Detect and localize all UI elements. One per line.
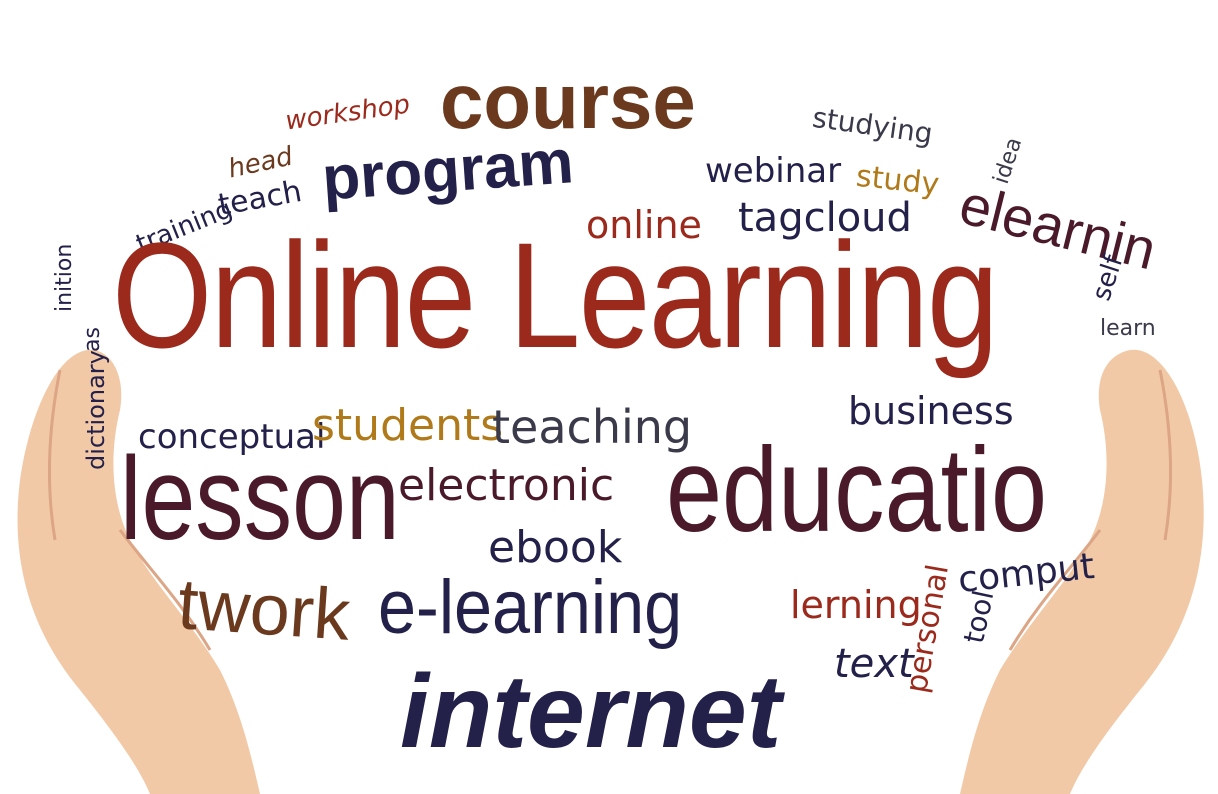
word-e-learning: e-learning [378, 565, 683, 650]
word-webinar: webinar [705, 151, 842, 191]
word-electronic: electronic [398, 460, 615, 511]
word-online: online [586, 203, 702, 247]
word-definition: inition [52, 243, 77, 312]
word-dictionary: dictionary [82, 350, 110, 470]
word-conceptual: conceptual [138, 417, 326, 457]
word-lerning: lerning [790, 583, 922, 627]
word-workshop: workshop [283, 89, 412, 137]
word-lesson: lesson [120, 433, 400, 565]
word-internet: internet [400, 654, 782, 770]
word-education: educatio [666, 423, 1048, 557]
word-idea: idea [988, 134, 1028, 188]
word-studying: studying [810, 100, 935, 151]
word-program: program [319, 127, 576, 214]
word-tagcloud: tagcloud [738, 195, 912, 241]
word-text: text [834, 641, 914, 687]
word-network: twork [175, 564, 353, 656]
right-hand-image [960, 349, 1204, 794]
left-hand-image [17, 349, 260, 794]
word-learn: learn [1100, 316, 1156, 341]
word-teaching: teaching [492, 400, 693, 454]
word-business: business [848, 389, 1014, 433]
word-ebook: ebook [488, 522, 623, 573]
word-students: students [312, 400, 504, 451]
word-as: as [80, 327, 105, 352]
word-course: course [440, 57, 696, 145]
word-online-learning: Online Learning [112, 211, 999, 379]
